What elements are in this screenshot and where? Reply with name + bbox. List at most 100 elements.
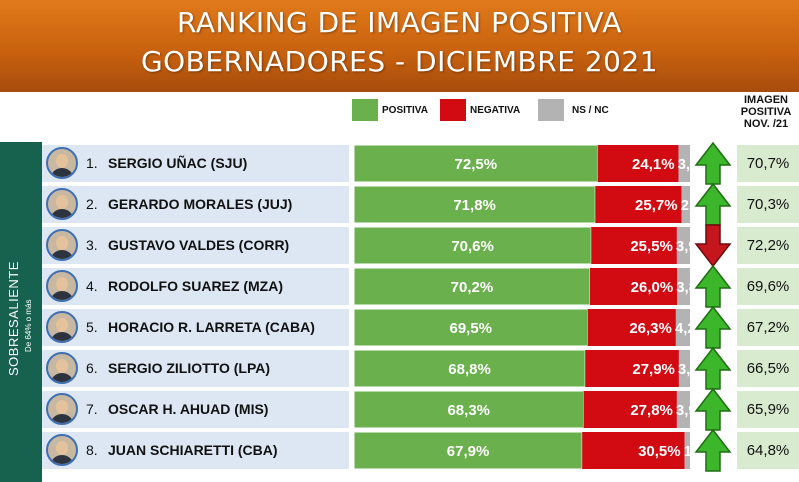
- trend-arrow-up-icon: [694, 387, 732, 431]
- trend-arrow-up-icon: [694, 141, 732, 185]
- data-label-positiva: 70,2%: [451, 279, 494, 296]
- avatar-body-shape: [50, 209, 74, 218]
- bar-nsnc: [681, 186, 690, 223]
- bar-negativa: [587, 309, 676, 346]
- previous-value: 72,2%: [737, 227, 799, 264]
- data-label-positiva: 68,8%: [448, 361, 491, 378]
- avatar-body-shape: [50, 291, 74, 300]
- avatar-face-shape: [56, 441, 68, 455]
- data-label-negativa: 27,9%: [632, 361, 675, 378]
- data-label-positiva: 67,9%: [447, 443, 490, 460]
- data-label-nsnc: 1,6: [684, 443, 705, 460]
- rank-number: 8.: [86, 442, 98, 458]
- row-label-background: [42, 145, 349, 182]
- legend-item-nsnc: NS / NC: [538, 99, 609, 121]
- previous-value: 69,6%: [737, 268, 799, 305]
- rank-number: 2.: [86, 196, 98, 212]
- data-label-positiva: 70,6%: [451, 238, 494, 255]
- data-label-nsnc: 3,4: [678, 156, 700, 173]
- rank-number: 1.: [86, 155, 98, 171]
- previous-value: 70,7%: [737, 145, 799, 182]
- avatar-face-shape: [56, 277, 68, 291]
- bar-positiva: [353, 226, 592, 265]
- bar-nsnc: [684, 432, 690, 469]
- bar-negativa: [589, 268, 678, 305]
- title-banner: RANKING DE IMAGEN POSITIVA GOBERNADORES …: [0, 0, 799, 92]
- data-label-negativa: 26,0%: [631, 279, 674, 296]
- row-label-background: [42, 432, 349, 469]
- rank-number: 5.: [86, 319, 98, 335]
- bar-positiva: [353, 185, 596, 224]
- avatar-face-shape: [56, 195, 68, 209]
- data-label-nsnc: 2,5: [681, 197, 702, 214]
- governor-avatar: [46, 270, 78, 302]
- bar-positiva: [353, 390, 584, 429]
- data-label-positiva: 72,5%: [455, 156, 498, 173]
- legend-label-positiva: POSITIVA: [382, 104, 428, 116]
- avatar-face-shape: [56, 318, 68, 332]
- governor-avatar: [46, 188, 78, 220]
- avatar-face-shape: [56, 359, 68, 373]
- data-label-negativa: 25,7%: [635, 197, 678, 214]
- data-label-positiva: 71,8%: [453, 197, 496, 214]
- governor-avatar: [46, 352, 78, 384]
- row-label-background: [42, 350, 349, 387]
- data-label-positiva: 69,5%: [449, 320, 492, 337]
- category-sidebar: [0, 142, 42, 482]
- previous-value: 66,5%: [737, 350, 799, 387]
- row-label-background: [42, 268, 349, 305]
- governor-name: GERARDO MORALES (JUJ): [108, 196, 293, 212]
- bar-nsnc: [676, 391, 690, 428]
- bar-negativa: [583, 391, 677, 428]
- data-label-nsnc: 3,3: [678, 361, 699, 378]
- avatar-face-shape: [56, 236, 68, 250]
- legend-label-negativa: NEGATIVA: [470, 104, 521, 116]
- chart-title-line1: RANKING DE IMAGEN POSITIVA: [177, 6, 622, 39]
- bar-negativa: [597, 145, 679, 182]
- bar-nsnc: [676, 227, 690, 264]
- bar-positiva: [353, 267, 591, 306]
- governor-name: JUAN SCHIARETTI (CBA): [108, 442, 278, 458]
- bar-negativa: [582, 432, 685, 469]
- previous-column-header: IMAGEN POSITIVA NOV. /21: [740, 94, 792, 130]
- data-label-negativa: 26,3%: [629, 320, 672, 337]
- bar-negativa: [595, 186, 682, 223]
- trend-arrow-up-icon: [694, 264, 732, 308]
- avatar-body-shape: [50, 373, 74, 382]
- chart-title-line2: GOBERNADORES - DICIEMBRE 2021: [140, 45, 659, 78]
- row-label-background: [42, 186, 349, 223]
- bar-positiva: [353, 308, 589, 347]
- data-label-nsnc: 3,9: [676, 402, 697, 419]
- data-label-negativa: 30,5%: [638, 443, 681, 460]
- data-label-negativa: 25,5%: [630, 238, 673, 255]
- data-label-nsnc: 3,8: [676, 279, 697, 296]
- bar-positiva: [353, 431, 583, 470]
- trend-arrow-down-icon: [694, 224, 732, 268]
- governor-avatar: [46, 229, 78, 261]
- bar-negativa: [591, 227, 677, 264]
- avatar-body-shape: [50, 332, 74, 341]
- governor-name: SERGIO ZILIOTTO (LPA): [108, 360, 271, 376]
- legend-item-positiva: POSITIVA: [352, 99, 428, 121]
- avatar-face-shape: [56, 400, 68, 414]
- rank-number: 4.: [86, 278, 98, 294]
- bar-negativa: [585, 350, 679, 387]
- trend-arrow-up-icon: [694, 305, 732, 349]
- bar-positiva: [353, 144, 599, 183]
- governor-avatar: [46, 434, 78, 466]
- governor-name: GUSTAVO VALDES (CORR): [108, 237, 290, 253]
- legend-swatch-negativa: [440, 99, 466, 121]
- data-label-negativa: 24,1%: [632, 156, 675, 173]
- legend-item-negativa: NEGATIVA: [440, 99, 520, 121]
- avatar-body-shape: [50, 168, 74, 177]
- rank-number: 7.: [86, 401, 98, 417]
- previous-value: 64,8%: [737, 432, 799, 469]
- previous-value: 70,3%: [737, 186, 799, 223]
- bar-nsnc: [678, 350, 690, 387]
- data-label-nsnc: 3,9: [676, 238, 697, 255]
- data-label-nsnc: 4,2: [675, 320, 696, 337]
- avatar-body-shape: [50, 250, 74, 259]
- legend-label-nsnc: NS / NC: [572, 104, 609, 116]
- governor-name: HORACIO R. LARRETA (CABA): [108, 319, 315, 335]
- bar-nsnc: [678, 145, 690, 182]
